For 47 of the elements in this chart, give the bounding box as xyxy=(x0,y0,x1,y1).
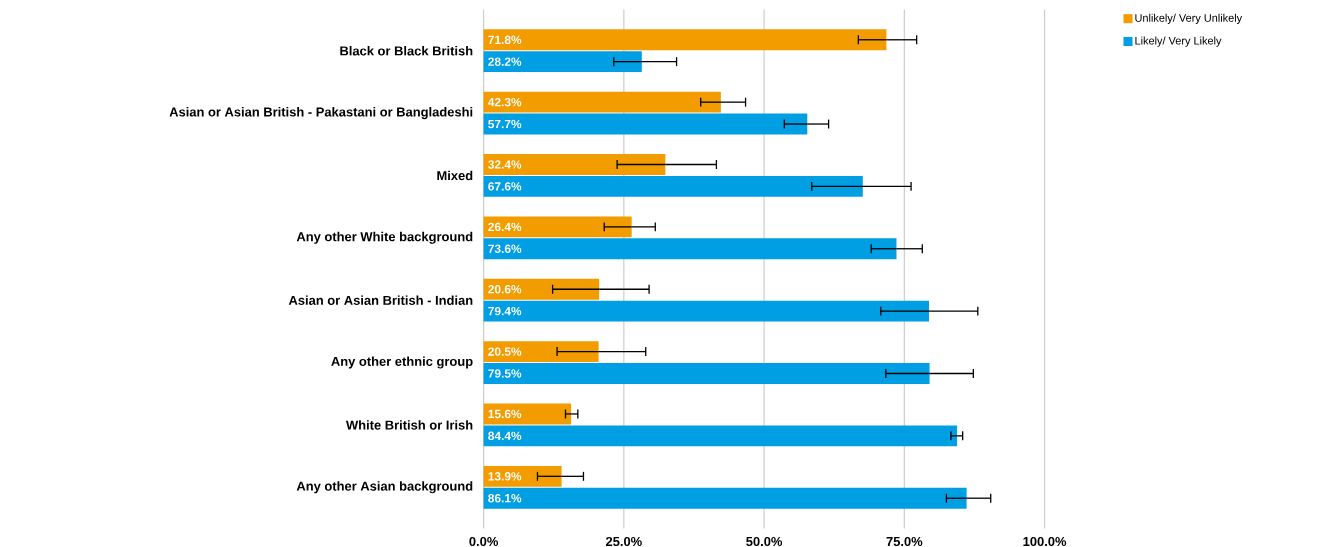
bar xyxy=(483,278,600,300)
data-label: 42.3% xyxy=(487,97,522,107)
bar xyxy=(483,465,562,487)
bar xyxy=(483,487,967,509)
bar xyxy=(483,51,642,73)
x-tick-label: 75.0% xyxy=(886,536,923,547)
bar xyxy=(483,216,632,238)
x-tick-label: 100.0% xyxy=(1023,536,1067,547)
y-tick-label: Any other ethnic group xyxy=(331,356,473,369)
x-tick-label: 50.0% xyxy=(746,536,783,547)
legend-label: Likely/ Very Likely xyxy=(1135,36,1222,47)
data-label: 15.6% xyxy=(488,409,522,419)
data-label: 79.4% xyxy=(488,306,522,316)
data-label: 26.4% xyxy=(488,222,522,232)
data-label: 57.7% xyxy=(488,119,522,129)
y-tick-label: Any other Asian background xyxy=(296,481,473,494)
data-label: 73.6% xyxy=(488,244,522,253)
y-tick-label: Any other White background xyxy=(296,231,473,244)
x-tick-label: 0.0% xyxy=(469,536,498,547)
bar xyxy=(483,29,887,51)
bar xyxy=(483,154,666,175)
data-label: 71.8% xyxy=(488,35,522,44)
bar xyxy=(483,113,808,135)
data-label: 20.6% xyxy=(488,285,522,294)
data-label: 67.6% xyxy=(488,182,522,191)
bar xyxy=(483,175,863,197)
bar xyxy=(483,300,930,322)
bar xyxy=(483,403,572,425)
legend-label: Unlikely/ Very Unlikely xyxy=(1135,13,1243,24)
y-tick-label: Mixed xyxy=(437,170,473,181)
bar xyxy=(483,425,958,447)
data-label: 20.5% xyxy=(488,347,522,356)
y-tick-label: Asian or Asian British - Pakastani or Bangladeshi xyxy=(169,107,473,120)
bar xyxy=(483,91,721,113)
bar xyxy=(483,238,897,260)
bar xyxy=(483,363,930,384)
y-tick-label: White British or Irish xyxy=(345,420,473,430)
data-label: 13.9% xyxy=(488,472,522,481)
data-label: 79.5% xyxy=(488,369,522,378)
y-tick-label: Asian or Asian British - Indian xyxy=(288,295,473,305)
data-label: 32.4% xyxy=(488,160,522,169)
data-label: 84.4% xyxy=(488,431,522,441)
y-tick-label: Black or Black British xyxy=(340,45,473,56)
data-label: 86.1% xyxy=(488,493,522,503)
bar xyxy=(483,341,599,363)
data-label: 28.2% xyxy=(488,57,522,66)
x-tick-label: 25.0% xyxy=(605,536,642,547)
